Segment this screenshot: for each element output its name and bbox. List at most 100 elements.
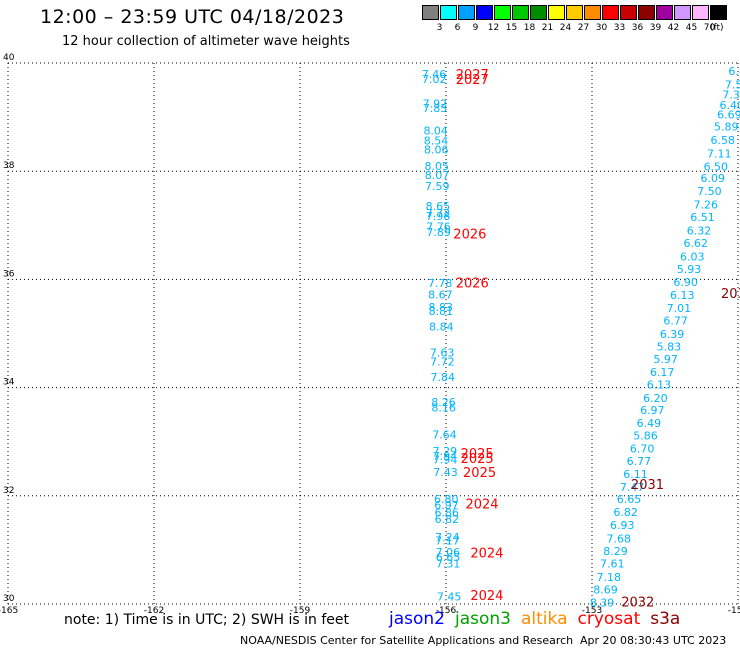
legend-label: 6	[454, 23, 461, 33]
legend-label: 36	[631, 23, 644, 33]
wave-height-value: 7.06	[436, 546, 461, 559]
pass-time-label: 2030	[721, 287, 740, 302]
wave-height-value: 6.32	[687, 225, 712, 238]
wave-height-value: 7.17	[435, 535, 460, 548]
wave-height-value: 7.94	[433, 450, 458, 463]
wave-height-value: 8.83	[429, 301, 454, 314]
satellite-s3a: s3a	[650, 609, 681, 629]
legend-label: 33	[613, 23, 626, 33]
pass-time-label: 2025	[461, 452, 494, 467]
wave-height-value: 5.89	[714, 120, 739, 133]
wave-height-value: 6.93	[610, 519, 635, 532]
wave-height-value: 6.20	[643, 392, 668, 405]
wave-height-value: 7.63	[430, 346, 455, 359]
wave-height-value: 7.78	[428, 277, 453, 290]
legend-swatch	[692, 5, 709, 20]
wave-height-value: 6.17	[650, 366, 675, 379]
wave-height-value: 7.94	[433, 454, 458, 467]
legend-swatch	[620, 5, 637, 20]
satellite-jason2: jason2	[389, 609, 445, 629]
pass-time-label: 2026	[456, 277, 489, 292]
wave-height-value: 7.24	[435, 531, 460, 544]
wave-height-value: 6.77	[663, 315, 688, 328]
legend-swatch	[422, 5, 439, 20]
wave-height-value: 6.80	[728, 65, 740, 78]
map-grid	[7, 62, 739, 605]
wave-height-value: 7.50	[725, 79, 740, 92]
wave-height-value: 8.67	[428, 289, 453, 302]
wave-height-value: 7.83	[423, 102, 448, 115]
legend-label: 27	[577, 23, 590, 33]
wave-height-value: 7.30	[722, 88, 740, 101]
pass-time-label: 2031	[631, 478, 664, 493]
wave-height-value: 8.26	[431, 396, 456, 409]
pass-time-label: 2026	[453, 227, 486, 242]
altimeter-track-1: 7.467.02 7.927.83 8.048.548.06 8.058.077.59…	[422, 68, 462, 604]
lat-tick-label: 32	[3, 486, 14, 496]
legend-label: 9	[472, 23, 479, 33]
wave-height-value: 7.64	[432, 429, 457, 442]
wave-height-value: 6.50	[704, 160, 729, 173]
lat-tick-label: 40	[3, 53, 15, 63]
wave-height-value: 6.58	[710, 134, 735, 147]
wave-height-value: 6.80	[434, 493, 459, 506]
time-labels: 2027202720262026203020252025202520312024…	[453, 68, 740, 610]
footer-note: note: 1) Time is in UTC; 2) SWH is in fe…	[64, 612, 350, 628]
wave-height-value: 7.72	[426, 207, 451, 220]
legend-swatch	[458, 5, 475, 20]
lon-tick-label: -159	[290, 606, 311, 616]
legend-label: 18	[523, 23, 536, 33]
wave-height-value: 7.43	[433, 466, 458, 479]
wave-height-value: 7.29	[433, 445, 458, 458]
wave-height-value: 6.77	[627, 455, 652, 468]
wave-height-value: 6.11	[623, 468, 648, 481]
legend-swatch	[656, 5, 673, 20]
wave-height-value: 6.69	[717, 108, 740, 121]
legend-label: 39	[649, 23, 662, 33]
wave-height-value: 7.76	[426, 220, 451, 233]
wave-height-value: 7.02	[422, 73, 447, 86]
credit-text: NOAA/NESDIS Center for Satellite Applica…	[240, 634, 574, 647]
legend-swatch	[584, 5, 601, 20]
legend-label: 21	[541, 23, 554, 33]
satellite-jason3: jason3	[455, 609, 511, 629]
pass-time-label: 2025	[463, 466, 496, 481]
wave-height-value: 8.65	[426, 200, 451, 213]
legend-label: 45	[685, 23, 698, 33]
legend-label: 15	[505, 23, 518, 33]
wave-height-value: 8.39	[590, 596, 615, 609]
wave-height-value: 6.62	[684, 237, 709, 250]
legend-swatch	[638, 5, 655, 20]
wave-height-value: 7.47	[620, 481, 645, 494]
lat-tick-label: 30	[3, 594, 15, 604]
pass-time-label: 2032	[621, 595, 654, 610]
wave-height-value: 6.40	[720, 99, 740, 112]
legend-swatch	[710, 5, 727, 20]
wave-height-value: 5.97	[653, 353, 678, 366]
pass-time-label: 2027	[456, 73, 489, 88]
wave-height-value: 7.72	[430, 356, 455, 369]
satellite-legend: jason2 jason3 altika cryosat s3a	[389, 609, 690, 629]
wave-height-value: 7.89	[426, 226, 451, 239]
lat-tick-label: 34	[3, 378, 15, 388]
wave-height-value: 6.13	[670, 289, 695, 302]
pass-time-label: 2024	[470, 589, 503, 604]
wave-height-value: 7.50	[697, 185, 722, 198]
satellite-cryosat: cryosat	[577, 609, 641, 629]
wave-height-value: 6.82	[613, 506, 638, 519]
wave-height-value: 6.49	[637, 417, 662, 430]
wave-height-value: 7.98	[426, 210, 451, 223]
wave-height-value: 8.54	[424, 134, 449, 147]
legend-swatch	[566, 5, 583, 20]
legend-label: 24	[559, 23, 572, 33]
altimeter-track-2: 6.807.507.306.406.695.896.587.116.506.09…	[590, 65, 740, 609]
lat-tick-label: 38	[3, 161, 15, 171]
legend-swatch	[494, 5, 511, 20]
wave-height-value: 7.31	[436, 557, 461, 570]
wave-height-value: 8.29	[603, 545, 628, 558]
wave-height-value: 6.82	[435, 513, 460, 526]
pass-time-label: 2027	[456, 68, 489, 83]
wave-height-value: 6.65	[436, 551, 461, 564]
wave-height-value: 7.84	[431, 371, 456, 384]
